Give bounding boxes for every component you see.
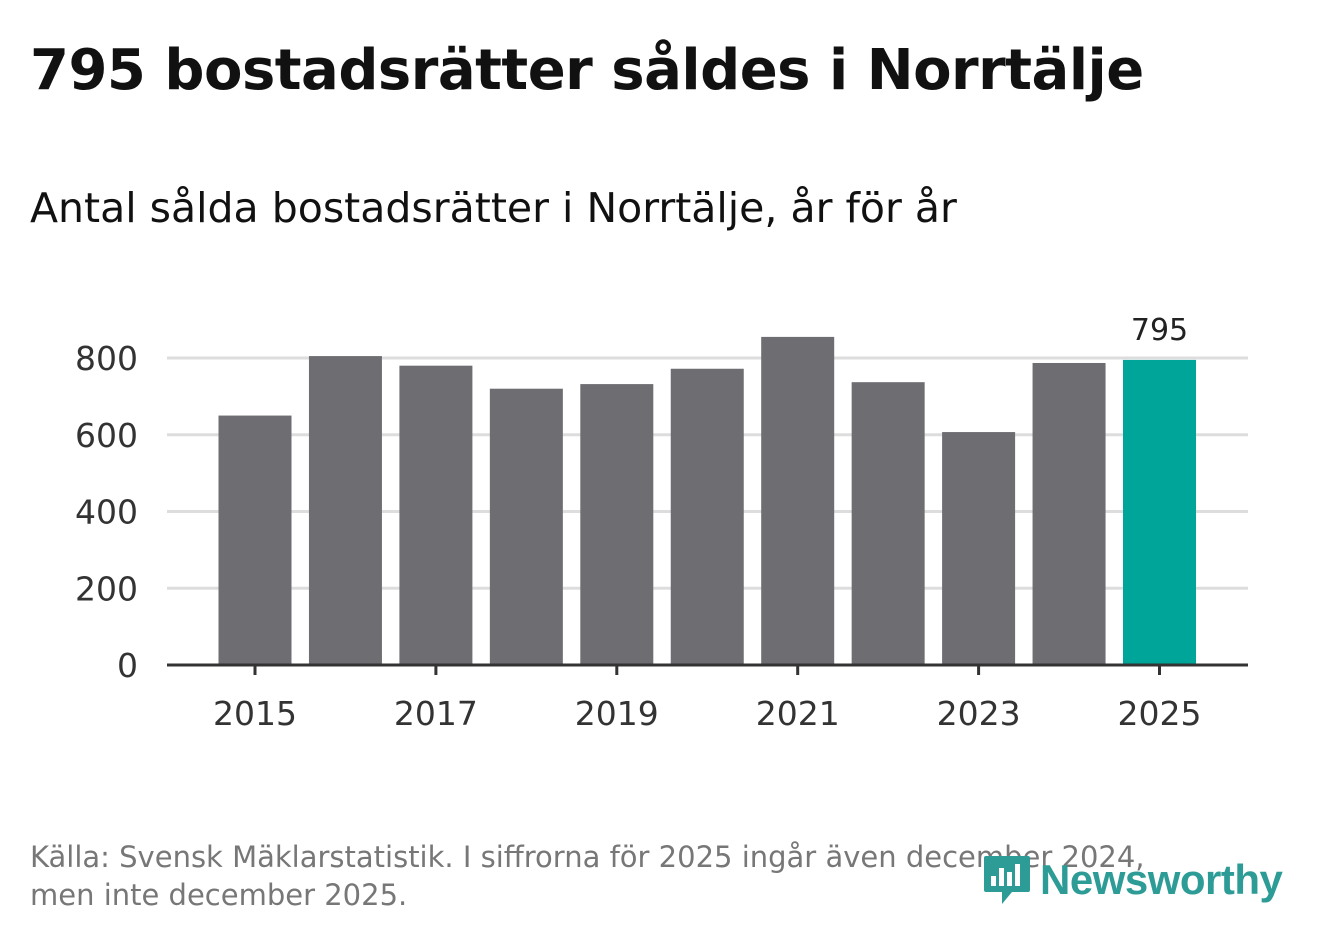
logo-text: Newsworthy [1040, 856, 1283, 903]
y-tick-label-0: 0 [117, 646, 138, 685]
bar-2022 [851, 382, 925, 665]
y-tick-label-200: 200 [75, 569, 138, 608]
source-note-line-1: Källa: Svensk Mäklarstatistik. I siffror… [30, 840, 1145, 874]
bar-2024 [1032, 362, 1106, 665]
bar-2017 [399, 365, 473, 665]
source-note-line-2: men inte december 2025. [30, 878, 408, 912]
chart-title: 795 bostadsrätter såldes i Norrtälje [30, 38, 1144, 103]
x-tick-label-2019: 2019 [575, 694, 659, 733]
source-note: Källa: Svensk Mäklarstatistik. I siffror… [30, 838, 1230, 914]
y-tick-label-400: 400 [75, 493, 138, 532]
y-tick-label-600: 600 [75, 416, 138, 455]
chart-subtitle: Antal sålda bostadsrätter i Norrtälje, å… [30, 184, 957, 232]
x-tick-label-2021: 2021 [756, 694, 840, 733]
x-tick-label-2017: 2017 [394, 694, 478, 733]
bar-2019 [580, 384, 654, 665]
bar-2021 [761, 336, 835, 665]
bar-2018 [489, 388, 563, 665]
bar-chart: 0 200 400 600 800 2015 2017 2019 2021 2023 2025 795 [75, 313, 1248, 733]
bar-2025 [1123, 359, 1196, 665]
y-tick-label-800: 800 [75, 339, 138, 378]
x-tick-label-2025: 2025 [1118, 694, 1202, 733]
x-tick-label-2015: 2015 [213, 694, 297, 733]
newsworthy-logo: Newsworthy [982, 850, 1283, 910]
data-label-2025: 795 [1131, 313, 1188, 348]
bar-2023 [942, 432, 1016, 665]
newsworthy-chart-bubble-icon [984, 856, 1030, 904]
x-tick-label-2023: 2023 [937, 694, 1021, 733]
bar-2015 [218, 415, 292, 665]
bar-2016 [308, 356, 382, 665]
bar-2020 [670, 368, 744, 665]
